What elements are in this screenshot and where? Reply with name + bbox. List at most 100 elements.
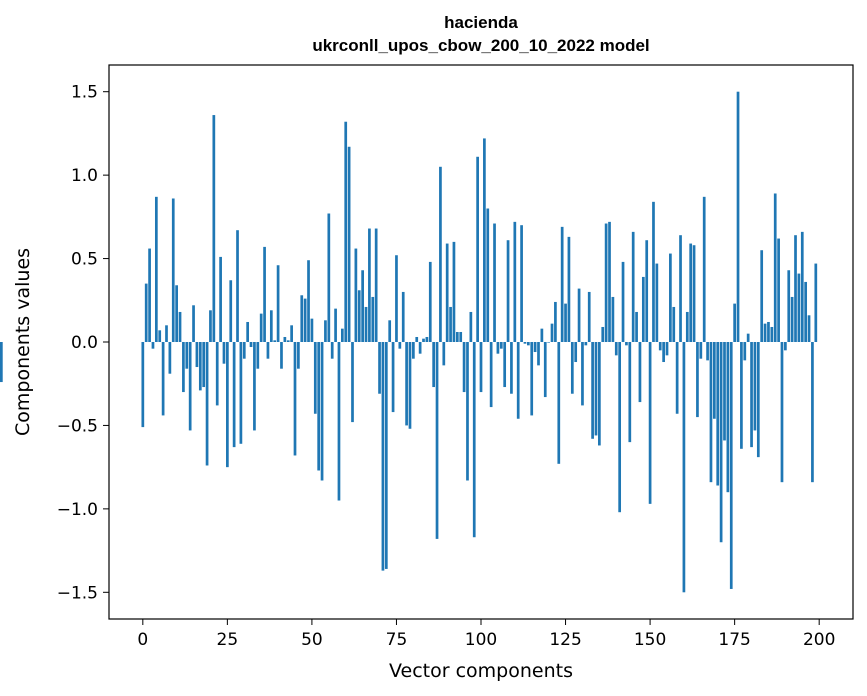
bar	[523, 342, 527, 344]
bar	[611, 296, 615, 342]
bar	[516, 342, 520, 419]
bar	[418, 342, 422, 354]
bar	[712, 342, 716, 419]
bar	[408, 342, 412, 429]
y-tick-label: −0.5	[57, 416, 98, 436]
bar	[286, 340, 290, 342]
bar	[689, 243, 693, 342]
bar	[503, 342, 507, 388]
bar	[459, 331, 463, 342]
bar	[645, 240, 649, 342]
bar	[293, 342, 297, 456]
bar	[777, 238, 780, 342]
bar	[361, 270, 364, 342]
bar	[378, 342, 381, 394]
bar	[202, 342, 206, 388]
bar	[652, 201, 655, 342]
bar	[554, 301, 557, 342]
bar	[520, 225, 523, 342]
x-tick-label: 175	[718, 630, 750, 650]
bar	[317, 342, 321, 471]
bar	[428, 261, 432, 342]
plot-frame	[108, 64, 854, 620]
bar	[0, 342, 3, 383]
bar	[638, 342, 642, 403]
bar	[770, 326, 774, 342]
bar	[628, 342, 632, 443]
bar	[496, 342, 500, 354]
bar	[442, 342, 446, 366]
bar	[750, 342, 753, 448]
bar	[412, 342, 415, 359]
bar	[584, 342, 588, 346]
bar	[280, 342, 283, 369]
bar	[658, 342, 662, 351]
bar	[269, 310, 273, 342]
bar	[144, 283, 148, 342]
bar	[669, 253, 672, 342]
bar	[675, 342, 679, 414]
bar	[763, 323, 767, 342]
bar	[297, 342, 300, 369]
bar	[182, 342, 185, 393]
bar	[452, 241, 456, 342]
bar	[384, 342, 388, 569]
bar	[530, 342, 534, 416]
bar	[797, 273, 801, 342]
bar	[472, 342, 476, 538]
x-tick-label: 50	[301, 630, 323, 650]
bar	[469, 311, 473, 342]
bar	[401, 291, 405, 342]
bar	[479, 342, 483, 393]
bar	[499, 342, 503, 349]
bar	[716, 342, 720, 486]
bar	[787, 270, 791, 342]
bar	[212, 115, 216, 342]
bar	[192, 305, 195, 342]
bar	[746, 333, 750, 342]
bar	[141, 342, 145, 428]
bar	[513, 221, 517, 342]
x-tick-label: 150	[634, 630, 666, 650]
bar	[665, 342, 669, 356]
bar	[574, 342, 578, 363]
bar	[364, 306, 368, 342]
bar	[219, 256, 222, 342]
bar	[662, 342, 665, 363]
bar	[151, 342, 155, 349]
bar	[388, 320, 392, 342]
bar	[756, 342, 760, 458]
bar	[455, 331, 459, 342]
bar	[209, 310, 212, 342]
bar	[800, 231, 804, 342]
bar	[253, 342, 256, 431]
bar	[773, 193, 777, 342]
bar	[587, 291, 591, 342]
bar	[753, 342, 757, 431]
bar	[476, 156, 479, 342]
bar	[391, 342, 395, 413]
bar	[357, 290, 361, 342]
bar	[743, 342, 747, 361]
bar	[625, 342, 628, 346]
x-tick-label: 200	[803, 630, 835, 650]
bar	[729, 342, 733, 589]
x-tick-label: 0	[137, 630, 148, 650]
bar	[462, 342, 466, 393]
chart-subtitle: ukrconll_upos_cbow_200_10_2022 model	[312, 36, 649, 55]
bar	[685, 311, 689, 342]
bar	[466, 342, 469, 481]
bar	[185, 342, 189, 369]
bar	[422, 338, 425, 342]
bar	[533, 342, 537, 353]
bar	[195, 342, 199, 368]
bar	[760, 250, 764, 342]
y-tick-label: 1.5	[71, 83, 98, 103]
bar	[560, 226, 564, 342]
bar	[178, 311, 182, 342]
bar	[435, 342, 439, 539]
bar	[483, 138, 486, 342]
x-axis-ticks: 0 25 50 75 100 125 150 175 200	[137, 619, 835, 650]
y-tick-label: −1.5	[57, 583, 98, 603]
bar	[648, 342, 652, 504]
